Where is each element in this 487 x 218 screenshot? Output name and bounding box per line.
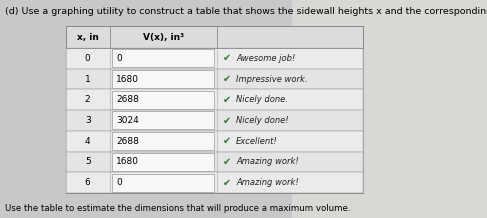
FancyBboxPatch shape	[112, 132, 214, 150]
FancyBboxPatch shape	[66, 172, 363, 193]
Text: 5: 5	[85, 157, 91, 166]
FancyBboxPatch shape	[292, 0, 487, 218]
Text: Excellent!: Excellent!	[236, 137, 278, 146]
Text: ✔: ✔	[223, 136, 231, 146]
Text: 0: 0	[85, 54, 91, 63]
FancyBboxPatch shape	[66, 26, 363, 48]
FancyBboxPatch shape	[66, 48, 363, 69]
Text: 4: 4	[85, 137, 91, 146]
Text: 0: 0	[116, 178, 122, 187]
Text: x, in: x, in	[77, 32, 98, 42]
FancyBboxPatch shape	[66, 89, 363, 110]
Text: ✔: ✔	[223, 178, 231, 187]
Text: 0: 0	[116, 54, 122, 63]
Text: 3024: 3024	[116, 116, 139, 125]
FancyBboxPatch shape	[112, 91, 214, 109]
Text: ✔: ✔	[223, 116, 231, 125]
Text: ✔: ✔	[223, 95, 231, 105]
FancyBboxPatch shape	[112, 49, 214, 67]
Text: Impressive work.: Impressive work.	[236, 75, 308, 83]
FancyBboxPatch shape	[112, 174, 214, 192]
FancyBboxPatch shape	[112, 70, 214, 88]
FancyBboxPatch shape	[66, 69, 363, 89]
Text: V(x), in³: V(x), in³	[143, 32, 184, 42]
Text: ✔: ✔	[223, 53, 231, 63]
Text: ✔: ✔	[223, 157, 231, 167]
Text: 1680: 1680	[116, 157, 139, 166]
Text: Nicely done.: Nicely done.	[236, 95, 288, 104]
Text: Awesome job!: Awesome job!	[236, 54, 296, 63]
Text: 2: 2	[85, 95, 91, 104]
Text: (d) Use a graphing utility to construct a table that shows the sidewall heights : (d) Use a graphing utility to construct …	[5, 7, 487, 15]
Text: 2688: 2688	[116, 137, 139, 146]
Text: 6: 6	[85, 178, 91, 187]
Text: 1680: 1680	[116, 75, 139, 83]
FancyBboxPatch shape	[66, 152, 363, 172]
Text: 3: 3	[85, 116, 91, 125]
Text: 2688: 2688	[116, 95, 139, 104]
FancyBboxPatch shape	[112, 111, 214, 129]
Text: 1: 1	[85, 75, 91, 83]
Text: Nicely done!: Nicely done!	[236, 116, 289, 125]
Text: Amazing work!: Amazing work!	[236, 178, 299, 187]
FancyBboxPatch shape	[66, 110, 363, 131]
Text: Use the table to estimate the dimensions that will produce a maximum volume.: Use the table to estimate the dimensions…	[5, 204, 350, 213]
Text: ✔: ✔	[223, 74, 231, 84]
FancyBboxPatch shape	[66, 26, 363, 193]
Text: Amazing work!: Amazing work!	[236, 157, 299, 166]
FancyBboxPatch shape	[112, 153, 214, 171]
FancyBboxPatch shape	[66, 131, 363, 152]
